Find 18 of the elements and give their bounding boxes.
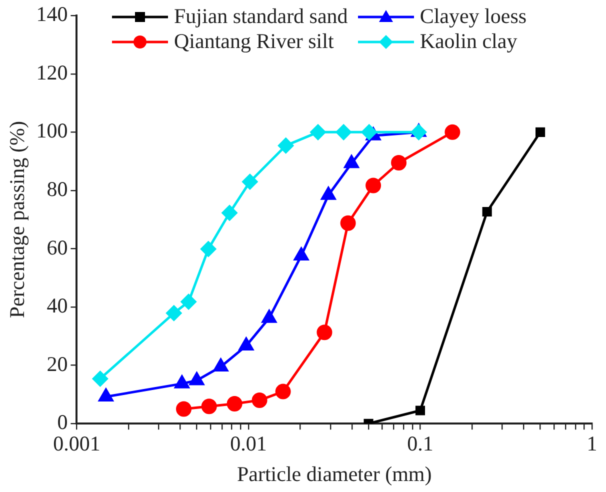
y-tick-label: 80 [46, 176, 68, 201]
y-axis-title: Percentage passing (%) [5, 121, 30, 318]
y-tick-label: 0 [57, 410, 68, 434]
y-tick-label: 140 [36, 2, 68, 26]
y-tick-label: 120 [36, 60, 68, 84]
y-tick-label: 40 [46, 294, 68, 318]
y-tick-label: 60 [46, 235, 68, 260]
y-tick-label: 20 [46, 352, 68, 376]
legend-label: Clayey loess [420, 4, 527, 29]
x-tick-label: 0.1 [407, 432, 434, 456]
y-tick-label: 100 [36, 118, 68, 143]
legend-label: Kaolin clay [420, 29, 518, 54]
legend-label: Fujian standard sand [174, 4, 348, 29]
x-tick-label: 0.001 [53, 432, 100, 456]
x-tick-label: 1 [586, 432, 598, 456]
legend-label: Qiantang River silt [174, 29, 334, 54]
x-axis-title: Particle diameter (mm) [236, 462, 432, 486]
x-tick-label: 0.01 [230, 432, 267, 456]
